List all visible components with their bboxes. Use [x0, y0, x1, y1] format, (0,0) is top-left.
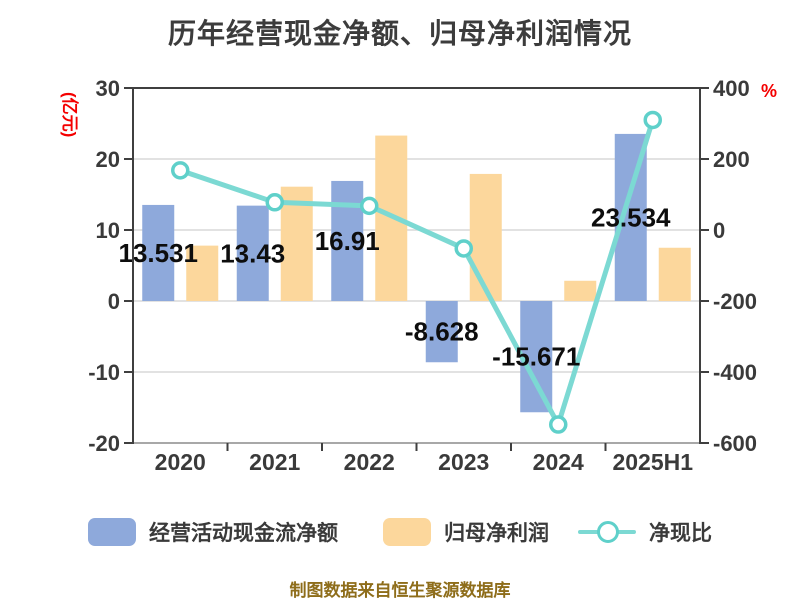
bar-net-profit-2025H1 — [658, 247, 691, 301]
right-axis-unit-label: % — [761, 81, 777, 101]
chart-title: 历年经营现金净额、归母净利润情况 — [167, 18, 632, 49]
right-axis-tick-label: -200 — [713, 289, 757, 314]
legend-swatch-operating-cashflow — [88, 518, 136, 546]
right-axis-tick-label: -400 — [713, 360, 757, 385]
left-axis-tick-label: 0 — [108, 289, 120, 314]
bar-operating-cashflow-2024 — [520, 301, 553, 413]
bar-value-label-2021: 13.43 — [220, 238, 285, 268]
cash-ratio-marker-2025H1 — [643, 110, 662, 130]
bar-net-profit-2023 — [469, 173, 502, 301]
cash-ratio-marker-2023 — [454, 239, 473, 258]
bar-operating-cashflow-2021 — [236, 205, 269, 301]
legend-item-net-profit: 归母净利润 — [383, 514, 549, 550]
cash-ratio-marker-2024 — [549, 415, 568, 434]
bar-operating-cashflow-2020 — [142, 204, 175, 301]
right-axis-tick-label: 400 — [713, 76, 750, 101]
bar-value-label-2025H1: 23.534 — [591, 202, 671, 232]
bar-net-profit-2020 — [186, 245, 219, 301]
x-axis-label-2020: 2020 — [155, 449, 206, 475]
x-axis-label-2024: 2024 — [533, 449, 584, 475]
left-axis-tick-label: -20 — [88, 431, 120, 456]
bar-operating-cashflow-2022 — [331, 180, 364, 301]
bar-value-label-2024: -15.671 — [492, 342, 580, 372]
cash-ratio-line — [177, 117, 656, 428]
cash-ratio-marker-2022 — [360, 196, 379, 216]
cash-ratio-marker-2021 — [265, 193, 284, 212]
left-axis-tick-label: 10 — [96, 218, 120, 243]
x-axis-label-2021: 2021 — [249, 449, 300, 475]
bar-value-label-2022: 16.91 — [315, 226, 380, 256]
cash-ratio-marker-2020 — [171, 161, 190, 180]
bar-value-label-2023: -8.628 — [405, 317, 479, 347]
x-axis-label-2023: 2023 — [438, 449, 489, 475]
left-axis-unit-label: (亿元) — [60, 92, 80, 137]
left-axis-tick-label: 30 — [96, 76, 120, 101]
footer-source-note: 制图数据来自恒生聚源数据库 — [289, 581, 511, 600]
right-axis-tick-label: -600 — [713, 431, 757, 456]
legend-swatch-net-profit — [383, 518, 431, 546]
right-axis-tick-label: 200 — [713, 147, 750, 172]
bar-net-profit-2024 — [564, 280, 597, 301]
x-axis-label-2022: 2022 — [344, 449, 395, 475]
x-axis-label-2025H1: 2025H1 — [612, 449, 693, 475]
legend-label-operating-cashflow: 经营活动现金流净额 — [149, 522, 338, 545]
bar-operating-cashflow-2023 — [425, 301, 458, 363]
legend-line-dot — [597, 521, 619, 543]
legend-item-cash-ratio: 净现比 — [578, 514, 712, 550]
legend-label-net-profit: 归母净利润 — [444, 522, 549, 545]
bar-value-label-2020: 13.531 — [118, 238, 198, 268]
legend-item-operating-cashflow: 经营活动现金流净额 — [88, 514, 338, 550]
legend-line-marker-icon — [578, 520, 636, 544]
legend-label-cash-ratio: 净现比 — [649, 522, 712, 545]
left-axis-tick-label: 20 — [96, 147, 120, 172]
left-axis-tick-label: -10 — [88, 360, 120, 385]
right-axis-tick-label: 0 — [713, 218, 725, 243]
